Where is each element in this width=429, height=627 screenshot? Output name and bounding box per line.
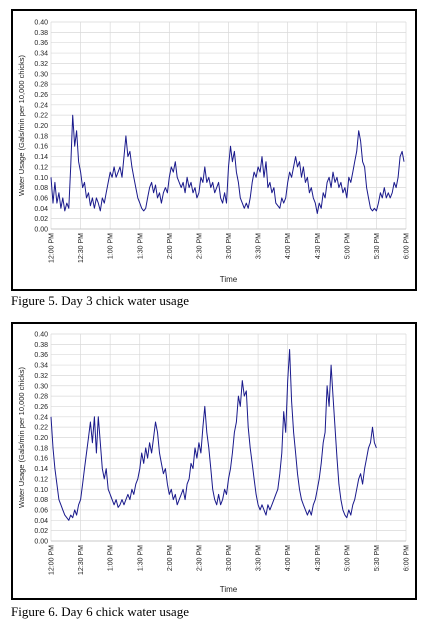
- x-tick-label: 3:30 PM: [256, 545, 263, 571]
- figure-caption: Figure 5. Day 3 chick water usage: [11, 293, 189, 308]
- x-tick-label: 4:30 PM: [315, 233, 322, 259]
- water-usage-chart-day3: 0.00 0.02 0.04 0.06 0.08 0.10 0.12 0.14 0.16 0.18…: [17, 20, 411, 285]
- figure-5: 0.00 0.02 0.04 0.06 0.08 0.10 0.12 0.14 0.16 0.18…: [0, 0, 429, 308]
- y-tick-label: 0.00: [34, 227, 48, 234]
- y-tick-label: 0.14: [34, 466, 48, 473]
- y-tick-label: 0.02: [34, 528, 48, 535]
- y-tick-label: 0.34: [34, 51, 48, 58]
- x-tick-label: 1:30 PM: [137, 545, 144, 571]
- y-tick-label: 0.16: [34, 144, 48, 151]
- y-tick-label: 0.06: [34, 195, 48, 202]
- y-tick-label: 0.30: [34, 383, 48, 390]
- y-tick-label: 0.32: [34, 61, 48, 68]
- x-tick-label: 4:00 PM: [285, 233, 292, 259]
- y-tick-label: 0.12: [34, 164, 48, 171]
- x-tick-label: 12:00 PM: [49, 233, 56, 263]
- gridlines: [50, 333, 407, 542]
- x-tick-label: 1:30 PM: [137, 233, 144, 259]
- x-axis-title: Time: [220, 585, 238, 594]
- y-tick-label: 0.40: [34, 20, 48, 27]
- gridlines: [50, 21, 407, 230]
- x-tick-label: 4:30 PM: [315, 545, 322, 571]
- chart-frame: 0.00 0.02 0.04 0.06 0.08 0.10 0.12 0.14 0.16 0.18…: [11, 322, 417, 600]
- figure-6: 0.00 0.02 0.04 0.06 0.08 0.10 0.12 0.14 0.16 0.18…: [0, 318, 429, 627]
- y-tick-label: 0.28: [34, 82, 48, 89]
- y-tick-label: 0.18: [34, 445, 48, 452]
- y-tick-label: 0.04: [34, 206, 48, 213]
- y-tick-label: 0.20: [34, 123, 48, 130]
- water-usage-line: [50, 114, 405, 214]
- x-tick-label: 5:30 PM: [374, 233, 381, 259]
- y-tick-label: 0.02: [34, 216, 48, 223]
- x-tick-label: 5:00 PM: [344, 545, 351, 571]
- y-tick-label: 0.28: [34, 394, 48, 401]
- y-tick-label: 0.00: [34, 539, 48, 546]
- x-tick-label: 2:30 PM: [196, 545, 203, 571]
- x-tick-label: 6:00 PM: [404, 233, 411, 259]
- x-tick-label: 3:30 PM: [256, 233, 263, 259]
- x-tick-label: 2:00 PM: [167, 233, 174, 259]
- y-tick-label: 0.08: [34, 497, 48, 504]
- y-tick-label: 0.12: [34, 476, 48, 483]
- x-axis-title: Time: [220, 275, 238, 284]
- figure-caption: Figure 6. Day 6 chick water usage: [11, 604, 189, 619]
- x-tick-label: 2:30 PM: [196, 233, 203, 259]
- y-tick-label: 0.22: [34, 113, 48, 120]
- y-tick-label: 0.32: [34, 373, 48, 380]
- y-tick-label: 0.26: [34, 92, 48, 99]
- x-tick-label: 5:30 PM: [374, 545, 381, 571]
- x-tick-label: 1:00 PM: [108, 545, 115, 571]
- y-tick-label: 0.18: [34, 133, 48, 140]
- water-usage-line: [50, 349, 377, 521]
- y-tick-label: 0.22: [34, 425, 48, 432]
- y-tick-label: 0.08: [34, 185, 48, 192]
- x-tick-label: 12:30 PM: [78, 233, 85, 263]
- y-tick-label: 0.14: [34, 154, 48, 161]
- y-axis-title: Water Usage (Gals/min per 10,000 chicks): [17, 54, 26, 196]
- x-tick-label: 3:00 PM: [226, 233, 233, 259]
- y-tick-label: 0.40: [34, 332, 48, 339]
- y-tick-label: 0.06: [34, 507, 48, 514]
- x-tick-label: 2:00 PM: [167, 545, 174, 571]
- y-tick-label: 0.30: [34, 71, 48, 78]
- y-tick-label: 0.26: [34, 404, 48, 411]
- y-tick-label: 0.36: [34, 40, 48, 47]
- y-tick-label: 0.04: [34, 518, 48, 525]
- y-tick-label: 0.20: [34, 435, 48, 442]
- y-tick-label: 0.38: [34, 342, 48, 349]
- x-tick-label: 12:30 PM: [78, 545, 85, 575]
- x-tick-label: 5:00 PM: [344, 233, 351, 259]
- x-tick-label: 1:00 PM: [108, 233, 115, 259]
- x-tick-label: 12:00 PM: [49, 545, 56, 575]
- y-tick-label: 0.16: [34, 456, 48, 463]
- y-tick-label: 0.10: [34, 487, 48, 494]
- water-usage-chart-day6: 0.00 0.02 0.04 0.06 0.08 0.10 0.12 0.14 0.16 0.18…: [17, 332, 411, 595]
- x-tick-label: 6:00 PM: [404, 545, 411, 571]
- y-tick-label: 0.24: [34, 414, 48, 421]
- y-tick-label: 0.24: [34, 102, 48, 109]
- y-tick-label: 0.36: [34, 352, 48, 359]
- x-tick-label: 3:00 PM: [226, 545, 233, 571]
- y-tick-label: 0.38: [34, 30, 48, 37]
- x-tick-label: 4:00 PM: [285, 545, 292, 571]
- y-tick-label: 0.10: [34, 175, 48, 182]
- y-axis-title: Water Usage (Gals/min per 10,000 chicks): [17, 366, 26, 508]
- y-tick-label: 0.34: [34, 363, 48, 370]
- chart-frame: 0.00 0.02 0.04 0.06 0.08 0.10 0.12 0.14 0.16 0.18…: [11, 9, 417, 291]
